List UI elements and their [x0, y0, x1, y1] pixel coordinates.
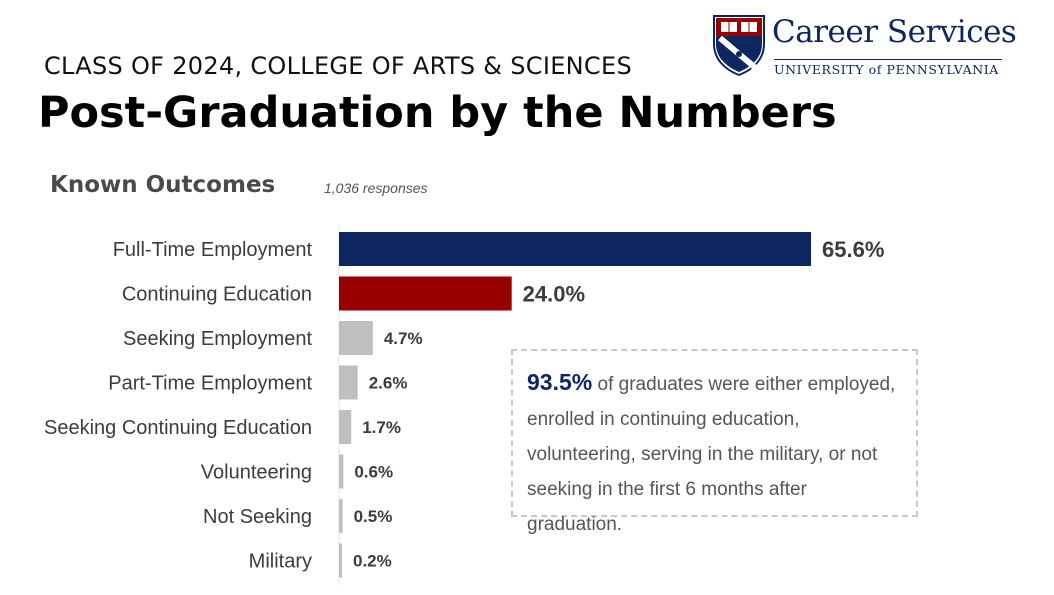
bar [339, 321, 373, 355]
bar [339, 454, 344, 489]
bar-category-label: Part-Time Employment [108, 373, 312, 395]
logo-wordmark: Career Services [772, 14, 1017, 50]
bar-category-label: Military [249, 551, 312, 573]
bar-category-label: Volunteering [201, 462, 312, 484]
bar [339, 365, 358, 400]
bar-category-label: Seeking Continuing Education [44, 417, 312, 439]
bar-value-label: 1.7% [362, 418, 401, 437]
callout-stat: 93.5% [527, 369, 593, 395]
bar-value-label: 4.7% [384, 329, 423, 348]
bar-category-label: Continuing Education [122, 284, 312, 306]
logo-divider [774, 59, 1002, 60]
bar-value-label: 24.0% [523, 282, 585, 307]
summary-callout: 93.5% of graduates were either employed,… [511, 349, 918, 535]
bar-value-label: 0.5% [354, 507, 393, 526]
bar [339, 276, 512, 311]
responses-count: 1,036 responses [324, 180, 428, 196]
bar-category-label: Seeking Employment [123, 328, 312, 350]
bar-value-label: 65.6% [822, 237, 884, 262]
bar [339, 410, 352, 444]
bar-value-label: 0.6% [354, 463, 393, 482]
section-heading: Known Outcomes [50, 172, 276, 198]
outcomes-bar-chart: Full-Time Employment 65.6% Continuing Educ… [44, 225, 884, 585]
bar-value-label: 2.6% [369, 374, 408, 393]
page-subtitle: CLASS OF 2024, COLLEGE OF ARTS & SCIENCE… [44, 52, 632, 80]
penn-shield-icon [713, 15, 765, 76]
bar-value-label: 0.2% [353, 552, 392, 571]
page-title: Post-Graduation by the Numbers [38, 88, 837, 138]
callout-text: of graduates were either employed, enrol… [527, 374, 896, 535]
career-services-logo: Career Services UNIVERSITY of PENNSYLVAN… [712, 14, 1017, 80]
bar [339, 543, 342, 578]
bar-category-label: Not Seeking [203, 506, 312, 528]
bar-category-label: Full-Time Employment [113, 239, 313, 261]
bar [339, 232, 811, 266]
bar [339, 499, 343, 533]
logo-university: UNIVERSITY of PENNSYLVANIA [774, 62, 999, 77]
